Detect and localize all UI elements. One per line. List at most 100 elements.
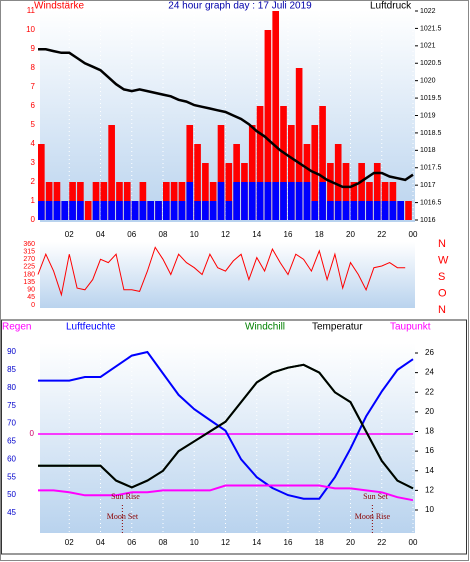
y-tick-label: 3 bbox=[31, 158, 36, 167]
y2-tick-label: 10 bbox=[425, 505, 434, 514]
x-tick-label: 10 bbox=[190, 538, 199, 547]
x-tick-label: 16 bbox=[284, 230, 293, 239]
wind-bar bbox=[77, 201, 84, 220]
x-tick-label: 18 bbox=[315, 230, 324, 239]
y-tick-label: 80 bbox=[7, 383, 16, 392]
wind-bar bbox=[225, 201, 233, 220]
wind-bar bbox=[38, 144, 45, 220]
x-tick-label: 20 bbox=[346, 538, 355, 547]
y2-tick-label: 1016.5 bbox=[420, 199, 442, 206]
wind-bar bbox=[84, 201, 92, 220]
annotation: Moon Rise bbox=[355, 512, 391, 521]
legend-label: Windchill bbox=[245, 322, 285, 333]
wind-bar bbox=[108, 201, 115, 220]
y-tick-label: 45 bbox=[27, 294, 35, 301]
wind-bar bbox=[163, 201, 170, 220]
legend-label: Luftfeuchte bbox=[66, 322, 116, 333]
wind-bar bbox=[405, 201, 412, 220]
x-tick-label: 08 bbox=[159, 230, 168, 239]
wind-bar bbox=[358, 201, 365, 220]
y2-tick-label: 1016 bbox=[420, 217, 436, 224]
y2-tick-label: 1020 bbox=[420, 78, 436, 85]
x-tick-label: 20 bbox=[346, 230, 355, 239]
y-tick-label: 0 bbox=[31, 215, 36, 224]
y-tick-label: 5 bbox=[31, 120, 36, 129]
pressure-line bbox=[38, 48, 414, 189]
wind-bar bbox=[288, 125, 295, 220]
x-tick-label: 18 bbox=[315, 538, 324, 547]
chart-title: 24 hour graph day : 17 Juli 2019 bbox=[168, 1, 312, 12]
y2-axis-label: Luftdruck bbox=[370, 1, 412, 12]
y2-tick-label: 16 bbox=[425, 446, 434, 455]
direction-label: S bbox=[438, 271, 445, 283]
wind-bar bbox=[123, 201, 131, 220]
y-tick-label: 0 bbox=[31, 302, 35, 309]
y-tick-label: 70 bbox=[7, 419, 16, 428]
y-tick-label: 4 bbox=[31, 139, 36, 148]
wind-bar bbox=[155, 201, 162, 220]
y2-tick-label: 1017.5 bbox=[420, 165, 442, 172]
wind-bar bbox=[288, 182, 295, 220]
wind-bar bbox=[61, 201, 69, 220]
wind-bar bbox=[53, 201, 61, 220]
bottom-panel bbox=[40, 343, 415, 533]
x-tick-label: 14 bbox=[252, 230, 261, 239]
wind-bar bbox=[334, 201, 342, 220]
x-tick-label: 12 bbox=[221, 538, 230, 547]
wind-bar bbox=[256, 182, 264, 220]
x-tick-label: 12 bbox=[221, 230, 230, 239]
y-tick-label: 50 bbox=[7, 490, 16, 499]
x-tick-label: 06 bbox=[127, 230, 136, 239]
y2-tick-label: 12 bbox=[425, 485, 434, 494]
wind-bar bbox=[209, 201, 217, 220]
wind-bar bbox=[116, 201, 123, 220]
y-tick-label: 90 bbox=[7, 347, 16, 356]
annotation: Sun Rise bbox=[111, 492, 140, 501]
wind-bar bbox=[327, 163, 334, 220]
y-tick-label: 90 bbox=[27, 287, 35, 294]
y2-tick-label: 1021 bbox=[420, 43, 436, 50]
x-tick-label: 10 bbox=[190, 230, 199, 239]
wind-bar bbox=[170, 201, 178, 220]
middle-panel bbox=[40, 242, 415, 308]
y2-tick-label: 26 bbox=[425, 348, 434, 357]
wind-bar bbox=[92, 201, 100, 220]
y-tick-label: 55 bbox=[7, 472, 16, 481]
wind-bar bbox=[373, 163, 381, 220]
wind-bar bbox=[147, 201, 155, 220]
y-tick-label: 315 bbox=[23, 248, 35, 255]
wind-bar bbox=[373, 201, 381, 220]
x-tick-label: 04 bbox=[96, 230, 105, 239]
y2-tick-label: 1019 bbox=[420, 112, 436, 119]
x-tick-label: 06 bbox=[127, 538, 136, 547]
wind-bar bbox=[272, 182, 280, 220]
wind-bar bbox=[342, 163, 350, 220]
series-line bbox=[38, 350, 414, 500]
y-tick-label: 10 bbox=[26, 25, 35, 34]
wind-bar bbox=[303, 182, 311, 220]
direction-label: N bbox=[438, 238, 446, 250]
wind-bar bbox=[100, 201, 108, 220]
wind-bar bbox=[358, 163, 365, 220]
wind-bar bbox=[264, 182, 272, 220]
y-tick-label: 8 bbox=[31, 63, 36, 72]
x-tick-label: 02 bbox=[65, 538, 74, 547]
wind-bar bbox=[38, 201, 45, 220]
wind-bar bbox=[342, 201, 350, 220]
y2-tick-label: 1018.5 bbox=[420, 130, 442, 137]
x-tick-label: 02 bbox=[65, 230, 74, 239]
wind-bar bbox=[319, 106, 326, 220]
wind-bar bbox=[389, 201, 397, 220]
y-tick-label: 6 bbox=[31, 101, 36, 110]
y2-tick-label: 14 bbox=[425, 466, 434, 475]
x-tick-label: 00 bbox=[409, 538, 418, 547]
y-tick-label: 270 bbox=[23, 256, 35, 263]
wind-bar bbox=[202, 163, 209, 220]
wind-bar bbox=[272, 11, 280, 220]
wind-bar bbox=[248, 182, 256, 220]
wind-bar bbox=[397, 201, 405, 220]
x-tick-label: 22 bbox=[377, 538, 386, 547]
legend-label: Temperatur bbox=[312, 322, 363, 333]
annotation: Sun Set bbox=[363, 492, 388, 501]
series-line bbox=[38, 484, 414, 502]
